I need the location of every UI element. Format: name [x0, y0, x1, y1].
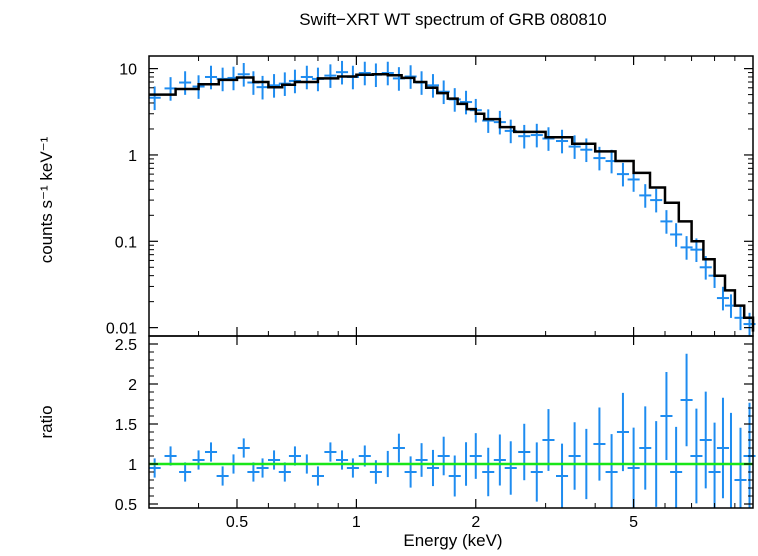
- ratio-data-point: [639, 406, 652, 490]
- ratio-data-point: [426, 449, 440, 487]
- ratio-data-point: [415, 443, 428, 477]
- ratio-data-point: [448, 455, 461, 497]
- y-tick-label: 1.5: [115, 417, 137, 434]
- ratio-data-point: [568, 422, 581, 490]
- ratio-data-point: [724, 412, 738, 508]
- ratio-data-point: [734, 427, 747, 508]
- spectrum-data-point: [716, 286, 729, 311]
- ratio-data-point: [469, 433, 482, 479]
- model-step-line: [149, 73, 755, 332]
- x-tick-label: 0.5: [226, 514, 248, 531]
- bottom-axis-ticks: 0.5 1 2 5 0.5 1 1.5 2 2.5: [115, 337, 753, 531]
- spectrum-data-point: [568, 135, 581, 159]
- ratio-data-point: [256, 458, 269, 478]
- spectrum-data-point: [482, 109, 495, 133]
- ratio-data-point: [278, 462, 291, 482]
- y-tick-label: 1: [128, 457, 137, 474]
- ratio-data-point: [716, 397, 729, 499]
- spectrum-data-point: [324, 64, 337, 88]
- ratio-data-point: [556, 443, 569, 508]
- spectrum-data-point: [680, 236, 693, 260]
- y-tick-label: 0.5: [115, 497, 137, 514]
- ratio-data-point: [192, 450, 205, 470]
- ratio-data-point: [437, 436, 450, 476]
- x-tick-label: 5: [629, 514, 638, 531]
- spectrum-data-point: [268, 74, 281, 98]
- ratio-data-point: [670, 426, 683, 508]
- y-tick-label: 10: [119, 62, 137, 79]
- ratio-data-point: [699, 391, 712, 489]
- ratio-data-point: [690, 408, 703, 504]
- ratio-data-point: [660, 372, 673, 460]
- ratio-data-point: [593, 407, 606, 481]
- spectrum-data-point: [256, 75, 269, 100]
- ratio-data-point: [627, 427, 640, 508]
- x-axis-label: Energy (keV): [403, 531, 502, 550]
- ratio-data-point: [148, 458, 161, 478]
- x-tick-label: 1: [352, 514, 361, 531]
- x-tick-label: 2: [471, 514, 480, 531]
- ratio-data-point: [311, 466, 324, 486]
- spectrum-data-point: [660, 210, 673, 234]
- ratio-data-point: [504, 441, 517, 495]
- y-tick-label: 0.1: [115, 234, 137, 251]
- spectrum-data-point: [426, 74, 440, 98]
- bottom-panel: 0.5 1 2 5 0.5 1 1.5 2 2.5 ratio Energy (keV): [37, 335, 756, 550]
- ratio-data-point: [247, 462, 260, 482]
- ratio-data-point: [346, 458, 359, 478]
- y-tick-label: 0.01: [106, 321, 137, 338]
- spectrum-data-point: [300, 65, 313, 90]
- spectrum-data-point: [670, 223, 683, 247]
- bottom-panel-frame: [148, 335, 754, 509]
- ratio-data-point: [237, 438, 250, 458]
- ratio-data-point: [530, 442, 543, 502]
- ratio-data-point: [542, 409, 555, 471]
- y-tick-label: 2.5: [115, 337, 137, 354]
- ratio-data-point: [680, 353, 693, 447]
- top-y-axis-label: counts s⁻¹ keV⁻¹: [37, 136, 56, 263]
- ratio-data-points: [148, 353, 756, 508]
- ratio-data-point: [268, 450, 281, 470]
- ratio-data-point: [216, 466, 229, 486]
- spectrum-data-point: [204, 65, 218, 90]
- spectrum-data-point: [448, 88, 461, 112]
- ratio-data-point: [404, 456, 417, 488]
- ratio-data-point: [324, 442, 337, 462]
- spectrum-data-point: [639, 184, 652, 208]
- spectrum-data-point: [580, 138, 593, 163]
- ratio-data-point: [605, 434, 618, 508]
- y-tick-label: 2: [128, 377, 137, 394]
- spectrum-data-point: [335, 60, 349, 85]
- spectrum-data-point: [237, 63, 250, 87]
- chart-title: Swift−XRT WT spectrum of GRB 080810: [299, 10, 607, 29]
- y-tick-label: 1: [128, 148, 137, 165]
- ratio-data-point: [179, 462, 192, 482]
- ratio-data-point: [616, 392, 629, 472]
- spectrum-data-point: [650, 188, 663, 213]
- spectrum-data-point: [616, 162, 629, 187]
- ratio-data-point: [518, 423, 531, 481]
- spectrum-data-point: [179, 71, 192, 95]
- ratio-data-point: [288, 446, 301, 466]
- bottom-y-axis-label: ratio: [37, 405, 56, 438]
- ratio-data-point: [164, 446, 177, 466]
- spectrum-data-point: [518, 124, 531, 149]
- ratio-data-point: [482, 447, 495, 497]
- ratio-data-point: [204, 442, 218, 462]
- ratio-data-point: [493, 434, 506, 486]
- spectrum-data-point: [460, 90, 473, 115]
- spectrum-data-point: [530, 123, 543, 148]
- ratio-data-point: [335, 450, 349, 470]
- ratio-data-point: [708, 422, 721, 508]
- spectrum-data-point: [148, 86, 161, 111]
- ratio-data-point: [392, 433, 405, 463]
- spectrum-data-point: [556, 129, 569, 154]
- top-panel: 10 1 0.1 0.01 counts s⁻¹ keV⁻¹: [37, 55, 756, 345]
- spectrum-model-curve: [149, 73, 755, 332]
